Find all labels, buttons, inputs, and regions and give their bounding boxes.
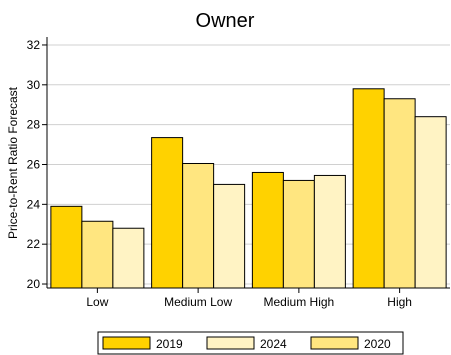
legend: 2019 2024 2020 [97,331,404,355]
legend-swatch-2020 [310,336,359,350]
bar-2019-0 [50,205,83,289]
bars [50,88,447,289]
y-tick-label: 32 [27,38,41,52]
x-tick-label: Medium High [264,295,335,309]
legend-swatch-2024 [206,336,255,350]
legend-label-2024: 2024 [260,337,287,351]
bar-2019-2 [251,171,284,289]
axes: Low Medium Low Medium High High 20 22 24 26 28 30… [27,37,450,309]
bar-2020-1 [182,162,215,289]
bar-2020-0 [81,220,114,289]
y-tick-label: 20 [27,277,41,291]
y-tick-label: 26 [27,157,41,171]
x-tick-label: Medium Low [164,295,232,309]
y-tick-label: 22 [27,237,41,251]
bar-2024-2 [313,174,346,289]
x-tick-label: High [387,295,412,309]
x-tick-label: Low [86,295,108,309]
y-tick-label: 28 [27,118,41,132]
bar-2024-0 [112,227,145,289]
y-axis-title: Price-to-Rent Ratio Forecast [6,86,20,239]
bar-2020-3 [383,98,416,289]
legend-label-2019: 2019 [156,337,183,351]
bar-2019-1 [151,137,184,289]
bar-2019-3 [352,88,385,289]
legend-label-2020: 2020 [364,337,391,351]
bar-2024-3 [414,116,447,289]
y-tick-label: 30 [27,78,41,92]
y-tick-label: 24 [27,197,41,211]
legend-swatch-2019 [102,336,151,350]
bar-2020-2 [282,179,315,289]
bar-2024-1 [213,183,246,289]
chart-title: Owner [196,10,255,32]
